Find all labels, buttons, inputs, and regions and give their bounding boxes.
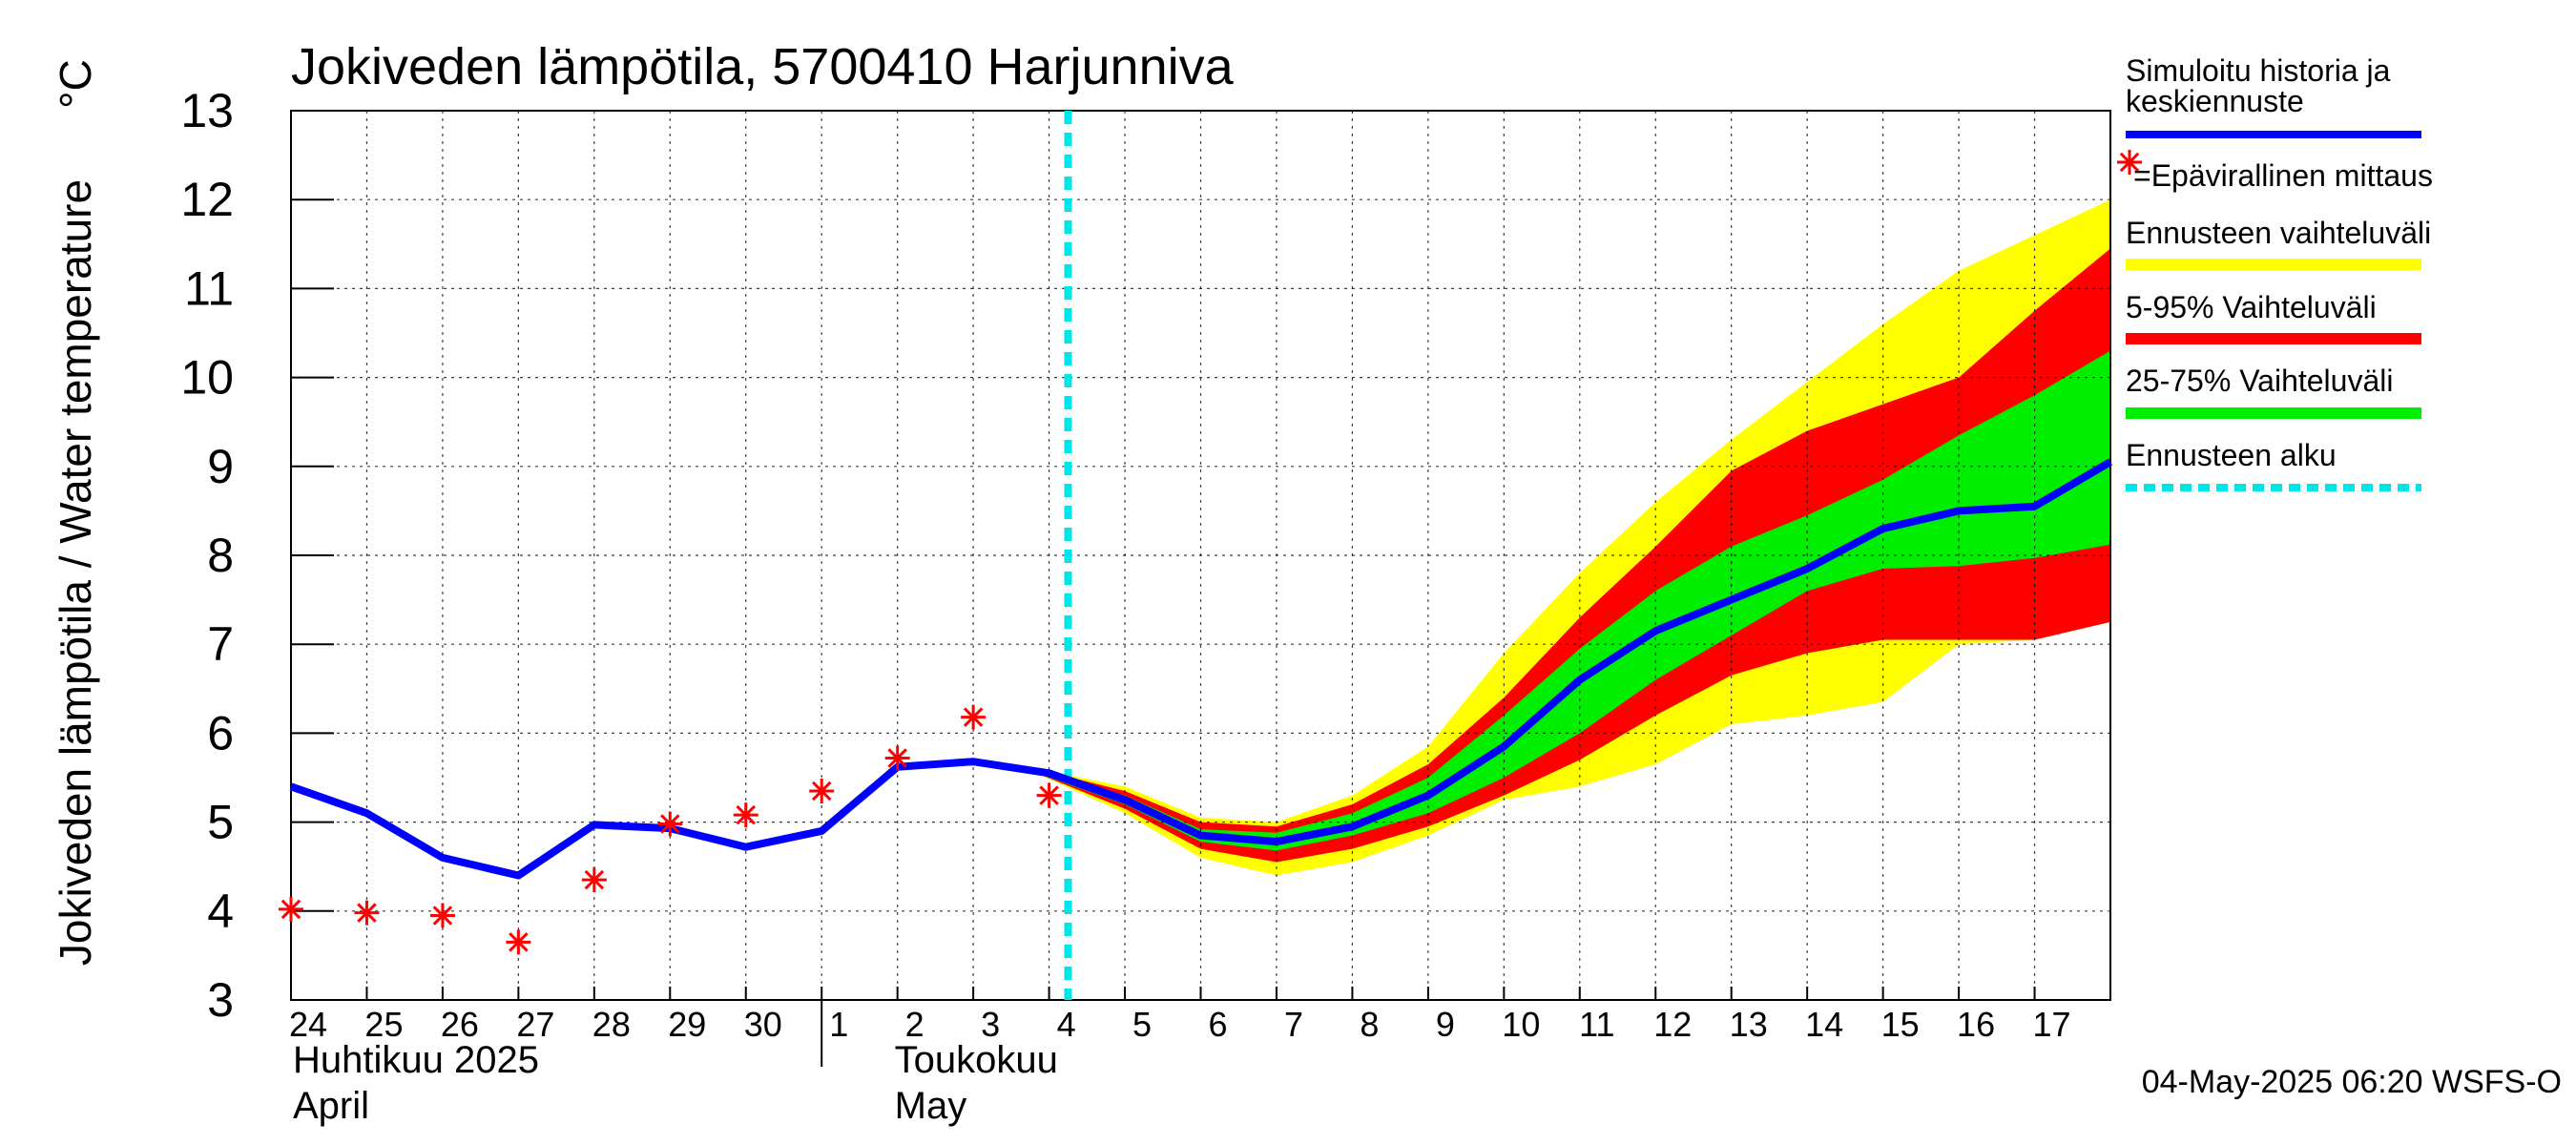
chart-title: Jokiveden lämpötila, 5700410 Harjunniva bbox=[291, 38, 1235, 95]
legend-label-p5-95: 5-95% Vaihteluväli bbox=[2126, 290, 2377, 324]
y-tick-label: 12 bbox=[180, 173, 234, 226]
x-tick-label: 16 bbox=[1957, 1005, 1995, 1044]
observation-point bbox=[884, 745, 910, 771]
grid bbox=[291, 111, 2110, 1000]
observation-point bbox=[279, 896, 303, 922]
forecast-bands bbox=[1036, 199, 2110, 876]
x-tick-label: 2 bbox=[905, 1005, 924, 1044]
band-range bbox=[1036, 199, 2110, 876]
x-tick-label: 3 bbox=[981, 1005, 1000, 1044]
timestamp-footer: 04-May-2025 06:20 WSFS-O bbox=[2142, 1064, 2562, 1100]
x-tick-label: 27 bbox=[516, 1005, 554, 1044]
x-tick-label: 24 bbox=[289, 1005, 327, 1044]
legend-label-forecast-start: Ennusteen alku bbox=[2126, 438, 2337, 472]
legend-label-observation: =Epävirallinen mittaus bbox=[2133, 158, 2433, 193]
legend-label-simulated: Simuloitu historia ja bbox=[2126, 53, 2391, 88]
x-tick-label: 14 bbox=[1805, 1005, 1843, 1044]
y-tick-label: 9 bbox=[207, 440, 234, 493]
y-tick-label: 6 bbox=[207, 706, 234, 760]
observation-point bbox=[506, 929, 531, 955]
y-tick-label: 4 bbox=[207, 885, 234, 938]
legend-label-range: Ennusteen vaihteluväli bbox=[2126, 216, 2431, 250]
x-tick-label: 11 bbox=[1579, 1005, 1614, 1044]
observation-point bbox=[1036, 782, 1062, 808]
x-tick-label: 30 bbox=[744, 1005, 782, 1044]
y-axis-unit: °C bbox=[51, 59, 100, 109]
y-tick-label: 13 bbox=[180, 84, 234, 137]
x-tick-label: 13 bbox=[1730, 1005, 1768, 1044]
x-tick-label: 7 bbox=[1284, 1005, 1303, 1044]
legend-label-simulated: keskiennuste bbox=[2126, 84, 2304, 118]
observation-point bbox=[354, 900, 380, 926]
y-tick-label: 8 bbox=[207, 529, 234, 582]
y-axis-label: Jokiveden lämpötila / Water temperature bbox=[51, 179, 100, 966]
y-tick-label: 10 bbox=[180, 351, 234, 405]
x-tick-label: 10 bbox=[1502, 1005, 1540, 1044]
x-tick-label: 8 bbox=[1360, 1005, 1379, 1044]
x-tick-label: 29 bbox=[668, 1005, 706, 1044]
x-tick-label: 6 bbox=[1208, 1005, 1227, 1044]
observation-point bbox=[809, 778, 835, 803]
observation-point bbox=[581, 867, 607, 893]
x-tick-label: 9 bbox=[1436, 1005, 1455, 1044]
month-label-en: May bbox=[895, 1085, 967, 1127]
observation-point bbox=[961, 704, 987, 730]
y-tick-label: 5 bbox=[207, 796, 234, 849]
observation-point bbox=[429, 903, 455, 928]
observation-point bbox=[657, 811, 683, 837]
x-tick-label: 17 bbox=[2033, 1005, 2071, 1044]
series bbox=[279, 111, 2113, 1000]
x-tick-label: 4 bbox=[1057, 1005, 1076, 1044]
legend-swatch-observation bbox=[2117, 150, 2142, 175]
observation-point bbox=[733, 802, 758, 828]
y-tick-label: 11 bbox=[184, 261, 234, 315]
x-tick-label: 15 bbox=[1881, 1005, 1920, 1044]
month-label-en: April bbox=[293, 1085, 369, 1127]
legend-label-p25-75: 25-75% Vaihteluväli bbox=[2126, 364, 2393, 398]
x-tick-label: 26 bbox=[441, 1005, 479, 1044]
x-tick-label: 5 bbox=[1132, 1005, 1152, 1044]
x-tick-label: 28 bbox=[592, 1005, 631, 1044]
y-tick-label: 3 bbox=[207, 973, 234, 1027]
y-tick-label: 7 bbox=[207, 617, 234, 671]
x-tick-label: 1 bbox=[829, 1005, 848, 1044]
month-label-fi: Toukokuu bbox=[895, 1039, 1058, 1081]
x-tick-label: 12 bbox=[1653, 1005, 1692, 1044]
x-tick-label: 25 bbox=[364, 1005, 403, 1044]
simulated-line bbox=[289, 458, 2113, 880]
month-label-fi: Huhtikuu 2025 bbox=[293, 1039, 539, 1081]
